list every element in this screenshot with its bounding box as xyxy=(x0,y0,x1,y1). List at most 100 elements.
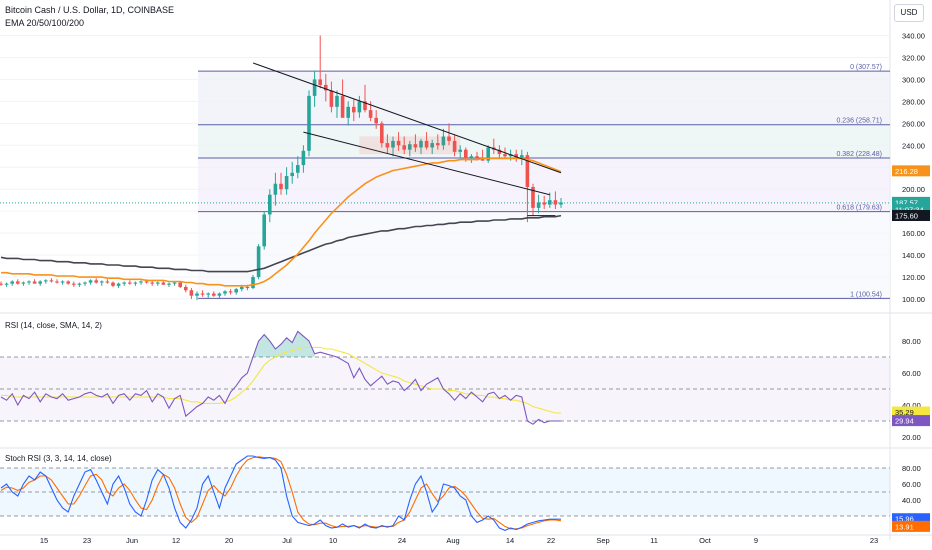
candle-body xyxy=(296,165,300,173)
price-tag xyxy=(892,165,930,177)
candle-body xyxy=(32,281,37,284)
candle-body xyxy=(548,200,552,205)
price-tag-label: 175.60 xyxy=(895,212,918,221)
time-axis-label: 12 xyxy=(172,536,180,545)
time-axis-label: 15 xyxy=(40,536,48,545)
rsi-tick-label: 40.00 xyxy=(902,401,921,410)
candle-body xyxy=(128,282,132,284)
candle-body xyxy=(520,155,524,158)
candle-body xyxy=(72,283,76,285)
stoch-tick-label: 80.00 xyxy=(902,464,921,473)
candle-body xyxy=(301,150,306,166)
price-tag xyxy=(892,196,930,208)
candle-body xyxy=(402,145,406,150)
candle-body xyxy=(413,144,418,148)
stoch-tick-label: 60.00 xyxy=(902,480,921,489)
candle-body xyxy=(55,281,59,283)
stoch-title: Stoch RSI (3, 3, 14, 14, close) xyxy=(5,454,112,463)
candle-body xyxy=(66,281,70,284)
candle-body xyxy=(240,286,244,290)
candle-body xyxy=(340,95,345,118)
price-tick-label: 300.00 xyxy=(902,75,925,84)
candle-body xyxy=(100,281,104,283)
price-tick-label: 160.00 xyxy=(902,229,925,238)
candle-body xyxy=(139,281,143,283)
ema-200-line xyxy=(0,214,562,273)
candle-body xyxy=(464,149,468,159)
candle-body xyxy=(357,101,362,113)
candle-body xyxy=(116,283,121,286)
candle-body xyxy=(88,280,93,283)
stoch-tick-label: 40.00 xyxy=(902,496,921,505)
wedge-upper-trendline xyxy=(252,62,562,174)
price-tick-label: 200.00 xyxy=(902,185,925,194)
candle-body xyxy=(212,293,216,296)
candle-body xyxy=(329,90,334,107)
candle-body xyxy=(458,149,462,152)
candle-body xyxy=(469,156,474,159)
price-tick-label: 340.00 xyxy=(902,31,925,40)
candle-body xyxy=(94,280,98,283)
price-tick-label: 140.00 xyxy=(902,251,925,260)
fib-zone xyxy=(198,71,890,125)
time-axis-label: Aug xyxy=(446,536,459,545)
time-axis-label: Sep xyxy=(596,536,609,545)
candle-body xyxy=(346,106,350,118)
candle-body xyxy=(268,194,272,215)
candle-body xyxy=(514,154,518,158)
stoch-value-label: 13.91 xyxy=(895,522,914,531)
time-axis-label: 11 xyxy=(650,536,658,545)
candle-body xyxy=(536,202,541,208)
candle-body xyxy=(430,143,434,148)
candle-body xyxy=(144,281,149,283)
candle-body xyxy=(16,281,20,284)
stoch-value-label: 15.96 xyxy=(895,515,914,524)
time-axis-label: 23 xyxy=(870,536,878,545)
time-axis-label: 24 xyxy=(398,536,406,545)
candle-body xyxy=(105,281,110,283)
price-tick-label: 100.00 xyxy=(902,295,925,304)
rsi-sma-line xyxy=(1,346,561,414)
candle-body xyxy=(111,282,115,286)
candle-body xyxy=(161,282,166,285)
price-tick-label: 240.00 xyxy=(902,141,925,150)
candle-body xyxy=(178,282,182,287)
candle-body xyxy=(391,140,395,148)
candle-body xyxy=(4,283,9,285)
fib-level-label: 0 (307.57) xyxy=(850,64,882,71)
candle-body xyxy=(324,84,328,91)
candle-body xyxy=(273,183,278,195)
candle-body xyxy=(21,282,26,284)
candle-body xyxy=(49,280,54,282)
candle-body xyxy=(436,143,440,146)
time-axis-label: 14 xyxy=(506,536,514,545)
rsi-value-label: 29.94 xyxy=(895,417,914,426)
candle-body xyxy=(452,140,457,152)
candle-body xyxy=(279,183,283,190)
candle-body xyxy=(206,293,210,295)
candle-body xyxy=(424,140,429,148)
candle-body xyxy=(290,172,294,177)
price-tick-label: 320.00 xyxy=(902,53,925,62)
rsi-tick-label: 20.00 xyxy=(902,433,921,442)
price-tick-label: 260.00 xyxy=(902,119,925,128)
time-axis-label: 10 xyxy=(329,536,337,545)
price-tag-label: 216.28 xyxy=(895,167,918,176)
wedge-lower-trendline xyxy=(303,131,550,196)
price-tag-label: 187.57 xyxy=(895,198,918,207)
candle-body xyxy=(167,283,171,285)
candle-body xyxy=(385,143,390,148)
candle-body xyxy=(396,140,401,146)
candle-body xyxy=(380,123,384,144)
candle-body xyxy=(150,282,154,284)
candle-body xyxy=(368,110,373,118)
candle-body xyxy=(189,290,194,296)
time-axis-label: 9 xyxy=(754,536,758,545)
candle-body xyxy=(503,154,507,157)
candle-body xyxy=(234,289,238,293)
price-tick-label: 280.00 xyxy=(902,97,925,106)
currency-button[interactable]: USD xyxy=(894,4,924,22)
candle-body xyxy=(486,147,490,161)
candle-body xyxy=(318,79,322,85)
